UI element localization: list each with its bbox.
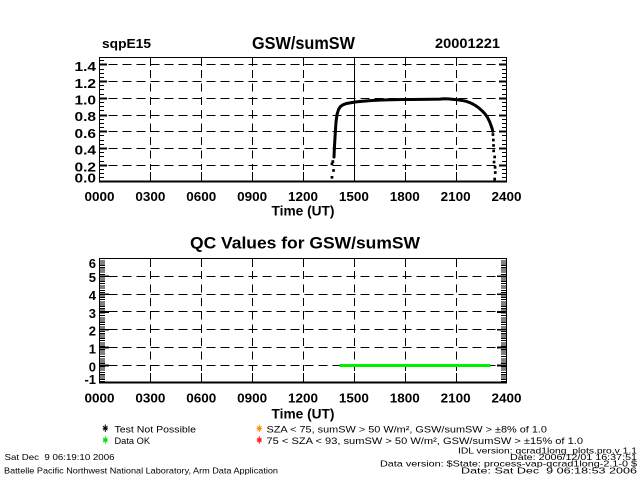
svg-text:Time (UT): Time (UT) <box>272 203 335 219</box>
svg-text:GSW/sumSW: GSW/sumSW <box>252 33 355 53</box>
svg-text:1.2: 1.2 <box>75 76 97 91</box>
svg-text:Date: Sat Dec 9 06:18:53 2006: Date: Sat Dec 9 06:18:53 2006 <box>461 466 638 475</box>
svg-text:Time (UT): Time (UT) <box>272 405 335 421</box>
svg-text:1: 1 <box>89 341 96 356</box>
svg-text:20001221: 20001221 <box>435 36 501 51</box>
svg-text:3: 3 <box>89 306 96 321</box>
svg-text:SZA < 75, sumSW > 50 W/m², GSW: SZA < 75, sumSW > 50 W/m², GSW/sumSW > ±… <box>267 424 548 435</box>
svg-text:0000: 0000 <box>85 390 115 405</box>
svg-text:1200: 1200 <box>288 390 318 405</box>
svg-text:0300: 0300 <box>135 189 165 204</box>
svg-text:1800: 1800 <box>390 189 420 204</box>
svg-text:0600: 0600 <box>186 189 216 204</box>
svg-text:6: 6 <box>89 256 96 271</box>
svg-text:1200: 1200 <box>288 189 318 204</box>
svg-text:0900: 0900 <box>237 390 267 405</box>
svg-text:1500: 1500 <box>339 189 369 204</box>
svg-text:1.0: 1.0 <box>75 92 97 107</box>
svg-text:5: 5 <box>89 270 96 285</box>
svg-text:1500: 1500 <box>339 390 369 405</box>
svg-text:Sat Dec 9 06:19:10 2006: Sat Dec 9 06:19:10 2006 <box>5 453 116 462</box>
svg-text:0900: 0900 <box>237 189 267 204</box>
svg-text:Data version: $State: process-: Data version: $State: process-vap-qcrad1… <box>380 460 638 469</box>
svg-text:2400: 2400 <box>492 189 522 204</box>
svg-text:0.8: 0.8 <box>75 109 97 124</box>
svg-text:2: 2 <box>89 324 96 339</box>
svg-text:1.4: 1.4 <box>75 59 97 74</box>
svg-text:IDL version: qcrad1long_plots.: IDL version: qcrad1long_plots.pro,v 1.1 <box>458 447 638 456</box>
svg-text:0.2: 0.2 <box>75 159 97 174</box>
svg-text:Battelle Pacific Northwest Nat: Battelle Pacific Northwest National Labo… <box>4 467 278 476</box>
svg-text:0.6: 0.6 <box>75 126 97 141</box>
svg-text:0000: 0000 <box>85 189 115 204</box>
svg-text:0.4: 0.4 <box>75 143 97 158</box>
svg-text:Data OK: Data OK <box>115 436 151 447</box>
svg-text:2100: 2100 <box>441 390 471 405</box>
svg-text:0: 0 <box>89 359 96 374</box>
svg-text:Test Not Possible: Test Not Possible <box>115 424 197 435</box>
svg-text:sqpE15: sqpE15 <box>102 36 151 51</box>
svg-text:0300: 0300 <box>135 390 165 405</box>
svg-text:-1: -1 <box>84 372 96 387</box>
svg-text:QC Values for GSW/sumSW: QC Values for GSW/sumSW <box>190 235 420 253</box>
svg-text:1800: 1800 <box>390 390 420 405</box>
svg-text:0600: 0600 <box>186 390 216 405</box>
svg-text:Date: 2006/12/01 16:37:51: Date: 2006/12/01 16:37:51 <box>510 453 638 462</box>
svg-text:0.0: 0.0 <box>75 171 97 186</box>
svg-text:2400: 2400 <box>492 390 522 405</box>
svg-text:4: 4 <box>89 288 97 303</box>
svg-text:75 < SZA < 93, sumSW > 50 W/m²: 75 < SZA < 93, sumSW > 50 W/m², GSW/sumS… <box>267 436 584 447</box>
svg-text:2100: 2100 <box>441 189 471 204</box>
